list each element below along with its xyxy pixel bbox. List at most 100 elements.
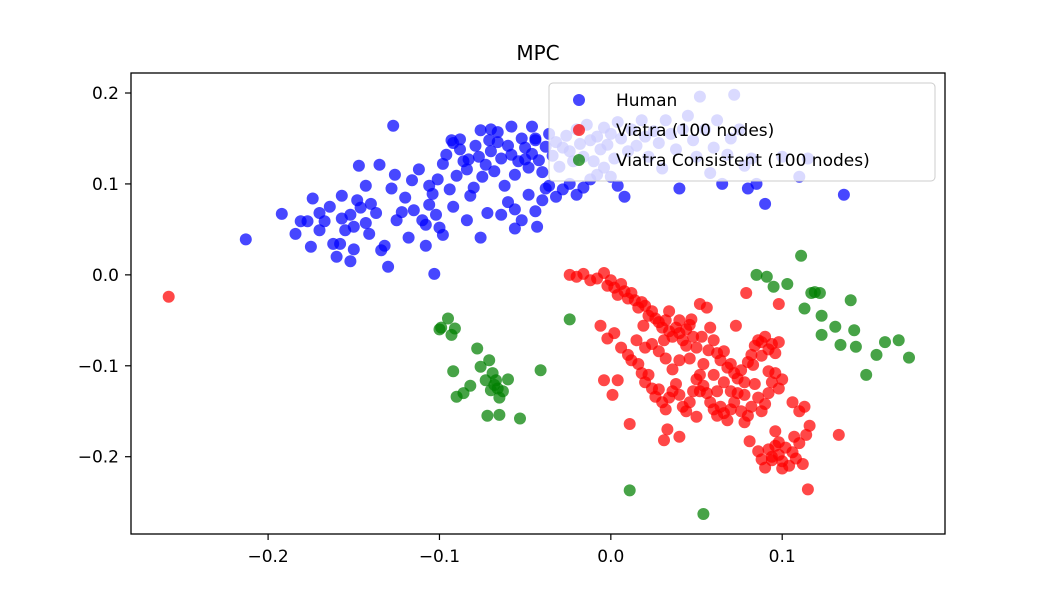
- data-point: [738, 388, 751, 401]
- data-point: [608, 327, 621, 340]
- data-point: [462, 153, 475, 166]
- data-point: [702, 344, 715, 357]
- data-point: [359, 217, 372, 229]
- data-point: [673, 430, 686, 443]
- data-point: [611, 374, 624, 387]
- data-point: [704, 321, 717, 334]
- data-point: [630, 334, 643, 347]
- data-point: [496, 385, 509, 398]
- data-point: [695, 330, 708, 343]
- legend-marker: [573, 154, 585, 166]
- data-point: [632, 358, 645, 370]
- data-point: [395, 206, 408, 219]
- data-point: [717, 345, 730, 358]
- data-point: [745, 348, 758, 361]
- data-point: [795, 249, 808, 262]
- data-point: [529, 134, 542, 147]
- data-point: [447, 365, 460, 378]
- data-point: [815, 328, 828, 341]
- data-point: [743, 435, 756, 448]
- data-point: [387, 119, 400, 132]
- data-point: [687, 330, 700, 343]
- legend-marker: [573, 94, 585, 106]
- data-point: [598, 374, 610, 387]
- data-point: [700, 301, 713, 314]
- data-point: [776, 462, 789, 475]
- data-point: [673, 182, 686, 195]
- data-point: [484, 145, 497, 158]
- legend-label: Human: [616, 91, 677, 111]
- data-point: [448, 322, 461, 335]
- data-point: [354, 201, 367, 214]
- data-point: [508, 222, 521, 235]
- data-point: [539, 182, 552, 195]
- data-point: [707, 334, 720, 347]
- data-point: [673, 388, 686, 401]
- data-point: [623, 484, 636, 497]
- data-point: [508, 168, 521, 181]
- data-point: [670, 378, 682, 390]
- y-tick-label: −0.2: [78, 448, 119, 468]
- data-point: [359, 179, 372, 192]
- data-point: [637, 319, 650, 332]
- data-point: [469, 139, 482, 152]
- y-tick-label: 0.1: [92, 175, 119, 195]
- data-point: [474, 124, 487, 137]
- data-point: [721, 414, 734, 427]
- data-point: [776, 373, 789, 386]
- data-point: [474, 360, 487, 373]
- data-point: [306, 192, 319, 205]
- data-point: [495, 208, 508, 221]
- data-point: [683, 352, 696, 365]
- data-point: [563, 313, 576, 326]
- data-point: [769, 425, 782, 438]
- legend: Human Viatra (100 nodes) Viatra Consistent…: [548, 82, 936, 182]
- data-point: [750, 268, 763, 281]
- data-point: [623, 418, 636, 430]
- data-point: [479, 158, 492, 171]
- data-point: [837, 188, 850, 201]
- data-point: [440, 148, 453, 161]
- data-point: [832, 428, 845, 441]
- data-point: [892, 334, 905, 347]
- x-tick-label: −0.2: [247, 547, 288, 567]
- data-point: [800, 428, 813, 441]
- data-point: [447, 200, 460, 213]
- data-point: [652, 383, 665, 396]
- data-point: [860, 368, 873, 381]
- data-point: [532, 154, 545, 167]
- data-point: [472, 150, 485, 163]
- data-point: [711, 385, 724, 398]
- data-point: [693, 368, 706, 381]
- data-point: [419, 218, 432, 231]
- data-point: [426, 187, 439, 200]
- data-point: [363, 227, 376, 240]
- data-point: [370, 207, 383, 219]
- data-point: [793, 405, 806, 418]
- data-point: [460, 214, 473, 227]
- data-point: [747, 358, 760, 371]
- data-point: [690, 410, 703, 423]
- data-point: [301, 215, 314, 228]
- data-point: [659, 403, 672, 416]
- data-point: [442, 312, 454, 325]
- data-point: [786, 396, 799, 409]
- axes: −0.2 −0.1 0.0 0.1 0.2 0.1 0.0 −0.1 −0.2: [78, 84, 796, 567]
- legend-label: Viatra Consistent (100 nodes): [616, 151, 870, 171]
- data-point: [848, 324, 861, 337]
- data-point: [724, 385, 737, 398]
- data-point: [515, 214, 528, 227]
- data-point: [767, 280, 780, 293]
- data-point: [529, 205, 542, 218]
- data-point: [476, 170, 489, 183]
- data-point: [505, 120, 518, 133]
- data-point: [879, 336, 891, 349]
- data-point: [759, 398, 772, 410]
- data-point: [304, 240, 317, 253]
- data-point: [488, 165, 501, 178]
- data-point: [661, 423, 674, 436]
- data-point: [741, 409, 754, 422]
- data-point: [772, 436, 785, 449]
- data-point: [680, 339, 693, 352]
